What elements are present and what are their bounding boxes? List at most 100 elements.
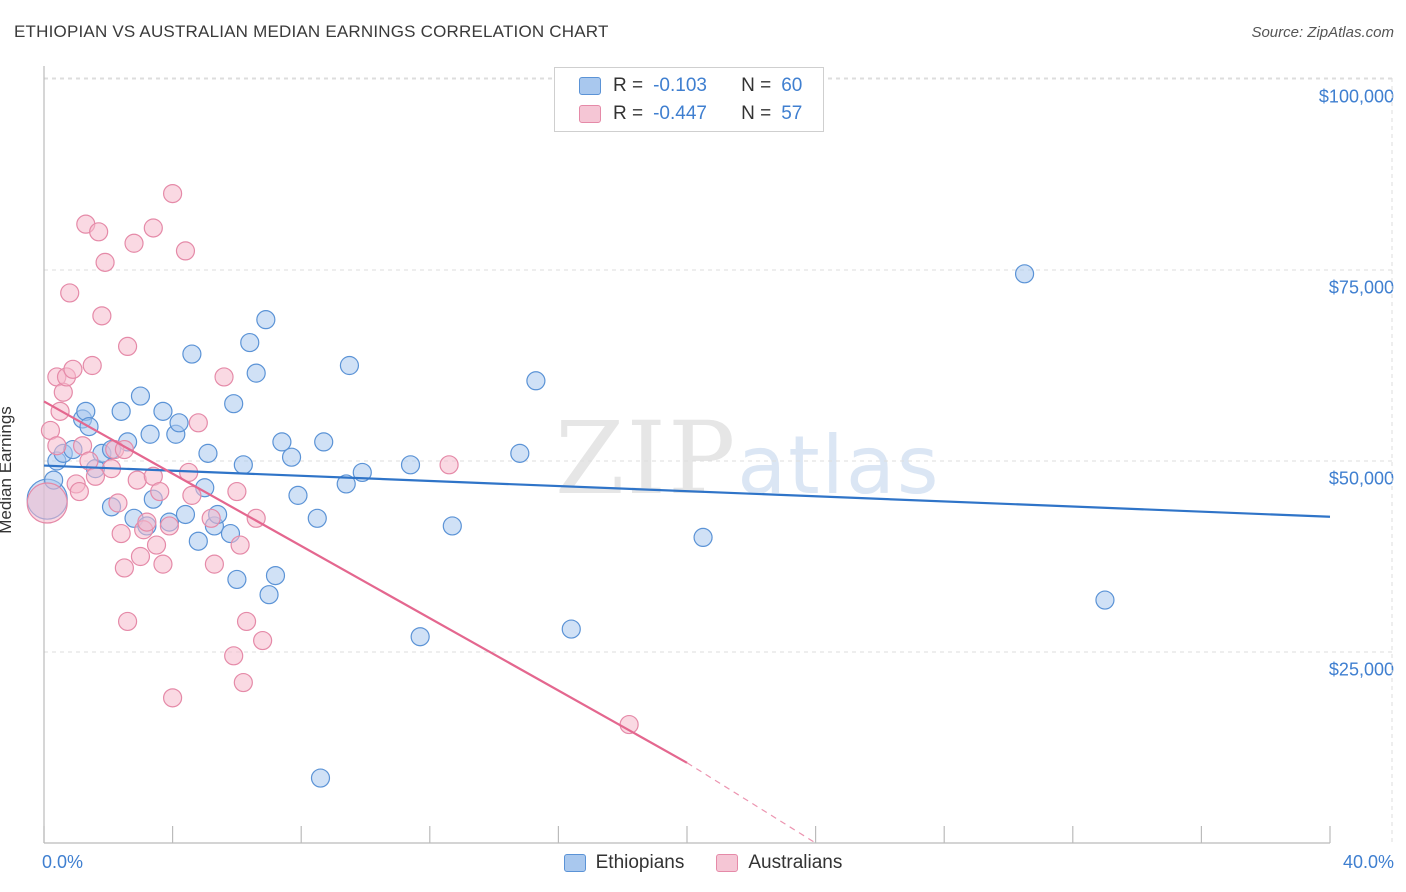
data-point-australians (163, 688, 183, 708)
data-point-australians (204, 554, 224, 574)
data-point-ethiopians (526, 371, 546, 391)
y-tick-label-25000: $25,000 (1328, 659, 1394, 680)
series-legend: Ethiopians Australians (0, 852, 1406, 874)
data-point-ethiopians (1095, 590, 1115, 610)
legend-swatch-australians (579, 105, 601, 123)
data-point-ethiopians (175, 504, 196, 525)
correlation-legend: R = -0.103 N = 60 R = -0.447 N = 57 (554, 67, 824, 132)
data-point-australians (150, 481, 170, 502)
data-point-australians (143, 218, 163, 238)
data-point-ethiopians (265, 565, 286, 586)
data-point-australians (163, 184, 183, 204)
data-point-australians (63, 359, 83, 379)
legend-r-label: R = (613, 103, 644, 124)
legend-n-label: N = (741, 75, 772, 96)
data-point-australians (201, 508, 221, 528)
data-point-australians (114, 558, 134, 578)
data-point-australians (127, 470, 147, 490)
data-point-australians (236, 611, 257, 632)
data-point-australians (89, 222, 109, 242)
chart-title: ETHIOPIAN VS AUSTRALIAN MEDIAN EARNINGS … (14, 22, 609, 41)
legend-row-ethiopians: R = -0.103 N = 60 (579, 73, 802, 99)
data-point-ethiopians (288, 485, 308, 505)
data-point-ethiopians (240, 332, 260, 353)
watermark-zip: ZIP (555, 400, 738, 517)
series-label-ethiopians: Ethiopians (595, 852, 685, 873)
data-point-ethiopians (307, 508, 327, 528)
data-point-ethiopians (224, 394, 244, 414)
data-point-australians (227, 481, 247, 502)
data-point-ethiopians (111, 401, 131, 421)
data-point-australians (159, 516, 179, 536)
data-point-ethiopians (310, 768, 331, 788)
series-legend-australians[interactable]: Australians (716, 852, 842, 874)
data-point-australians (85, 466, 106, 486)
data-point-australians (233, 672, 253, 693)
data-point-ethiopians (198, 443, 218, 463)
data-point-australians (253, 630, 273, 651)
data-point-ethiopians (561, 619, 581, 639)
data-point-australians (137, 512, 157, 532)
data-point-australians (175, 241, 196, 261)
legend-r-value: -0.447 (653, 103, 707, 124)
data-point-ethiopians (130, 386, 151, 406)
y-tick-label-50000: $50,000 (1328, 468, 1394, 489)
data-point-australians (111, 523, 131, 544)
data-point-australians (69, 481, 89, 502)
data-point-australians (214, 367, 234, 387)
data-point-ethiopians (256, 310, 276, 330)
data-point-ethiopians (182, 344, 202, 364)
data-point-ethiopians (510, 443, 530, 463)
data-point-ethiopians (233, 455, 253, 475)
data-point-australians (82, 355, 102, 376)
watermark: ZIPatlas (555, 400, 941, 517)
data-point-australians (124, 233, 144, 253)
data-point-ethiopians (314, 432, 334, 452)
data-point-australians (108, 493, 128, 513)
data-point-ethiopians (339, 355, 360, 376)
data-point-australians (439, 455, 459, 475)
data-point-ethiopians (272, 432, 292, 452)
data-point-ethiopians (410, 627, 430, 647)
data-point-australians (182, 485, 202, 505)
x-tick-label-min: 0.0% (42, 852, 84, 872)
series-swatch-ethiopians (563, 854, 586, 872)
data-point-australians (146, 535, 167, 555)
data-point-australians (117, 336, 138, 356)
data-point-ethiopians (693, 527, 713, 548)
legend-n-label: N = (741, 103, 772, 124)
data-point-australians (153, 554, 173, 574)
data-point-australians (117, 611, 138, 632)
legend-row-australians: R = -0.447 N = 57 (579, 101, 802, 127)
data-point-ethiopians (227, 569, 247, 590)
data-point-australians (230, 535, 250, 555)
series-legend-ethiopians[interactable]: Ethiopians (563, 852, 685, 874)
data-point-ethiopians (153, 401, 173, 421)
data-point-ethiopians (188, 531, 208, 551)
legend-n-value: 60 (781, 75, 803, 96)
data-point-ethiopians (352, 462, 372, 483)
data-point-ethiopians (246, 363, 266, 383)
trendline-australians-extension (686, 762, 816, 844)
source-label: Source: ZipAtlas.com (1251, 24, 1394, 41)
x-tick-label-max: 40.0% (1342, 852, 1394, 872)
data-point-ethiopians (400, 455, 421, 475)
y-tick-label-100000: $100,000 (1318, 86, 1394, 107)
legend-r-value: -0.103 (653, 75, 707, 96)
data-point-australians (130, 546, 151, 567)
legend-r-label: R = (613, 75, 644, 96)
legend-n-value: 57 (781, 103, 803, 124)
data-point-ethiopians (259, 585, 279, 605)
data-point-ethiopians (281, 447, 302, 467)
data-point-ethiopians (169, 413, 189, 433)
data-point-ethiopians (336, 474, 356, 494)
data-point-australians (95, 252, 115, 272)
series-swatch-australians (716, 854, 739, 872)
data-point-ethiopians (1014, 264, 1035, 284)
data-point-ethiopians (140, 424, 160, 444)
data-point-australians (60, 283, 80, 303)
trendline-australians (43, 400, 688, 764)
data-point-australians (224, 646, 244, 666)
data-point-australians (47, 436, 67, 456)
data-point-australians (188, 413, 208, 433)
